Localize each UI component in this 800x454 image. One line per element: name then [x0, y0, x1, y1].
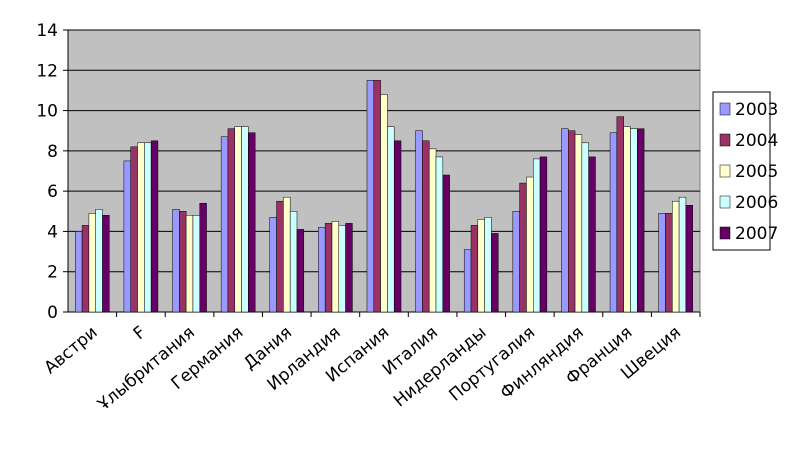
bar: [88, 213, 96, 313]
legend-swatch: [719, 133, 731, 147]
bar: [130, 146, 138, 313]
y-tick-label: 10: [36, 102, 58, 122]
bar: [220, 136, 229, 313]
bar: [477, 219, 485, 313]
legend-swatch: [719, 102, 731, 116]
bar: [75, 231, 83, 313]
bar: [318, 227, 326, 313]
bar: [616, 116, 624, 313]
bar: [588, 156, 596, 313]
bar: [234, 126, 242, 313]
bar: [561, 128, 569, 313]
bar: [539, 156, 548, 313]
bar: [324, 223, 333, 313]
bar: [81, 225, 90, 313]
bar: [241, 126, 249, 313]
bar: [519, 182, 527, 313]
bar: [463, 249, 472, 313]
legend-label: 2006: [735, 193, 778, 213]
y-tick-label: 12: [36, 61, 58, 81]
y-tick-label: 4: [47, 222, 58, 242]
bar: [484, 217, 492, 313]
bar: [289, 211, 298, 313]
bar: [422, 140, 430, 313]
bar: [491, 233, 499, 313]
bar: [199, 202, 207, 313]
bar: [581, 142, 589, 313]
y-tick-label: 2: [47, 263, 58, 283]
bar: [248, 132, 256, 313]
bar: [435, 156, 444, 313]
bar: [172, 209, 180, 313]
bar: [123, 160, 131, 313]
bar: [665, 213, 673, 313]
bar: [296, 229, 305, 313]
bar: [658, 213, 666, 313]
bar: [630, 128, 638, 313]
bar: [387, 126, 395, 313]
bar: [470, 225, 479, 313]
bar: [373, 80, 381, 313]
bar: [685, 204, 693, 313]
x-tick-label: Австри: [41, 323, 102, 379]
bar: [428, 148, 437, 313]
bar: [532, 158, 541, 313]
bar: [442, 174, 450, 313]
bar: [366, 80, 375, 313]
bar: [345, 223, 353, 313]
bar: [568, 130, 576, 313]
bar: [574, 134, 583, 313]
bar: [102, 215, 110, 313]
bar: [276, 200, 284, 313]
bar: [623, 126, 631, 313]
bar: [137, 142, 145, 313]
legend-swatch: [719, 164, 731, 178]
y-tick-label: 8: [47, 142, 58, 162]
bar: [380, 94, 388, 313]
legend-label: 2007: [735, 224, 778, 244]
y-tick-label: 6: [47, 182, 58, 202]
bar: [192, 215, 200, 313]
y-tick-label: 14: [36, 21, 58, 41]
bar: [150, 140, 159, 313]
bar: [338, 225, 346, 313]
bar: [526, 176, 534, 313]
legend-swatch: [719, 226, 731, 240]
bar: [179, 211, 187, 313]
bar: [269, 217, 277, 313]
bar: [415, 130, 423, 313]
bar: [185, 215, 194, 313]
legend-label: 2005: [735, 162, 778, 182]
x-tick-label: F: [130, 323, 150, 345]
legend-label: 2004: [735, 131, 778, 151]
bar: [512, 211, 520, 313]
bar: [672, 200, 680, 313]
bar: [393, 140, 402, 313]
bar: [283, 196, 291, 313]
bar: [95, 209, 103, 313]
bar: [678, 196, 687, 313]
bar: [227, 128, 236, 313]
legend-swatch: [719, 195, 731, 209]
y-tick-label: 0: [47, 303, 58, 323]
bar: [609, 132, 618, 313]
bar: [637, 128, 645, 313]
bar: [144, 142, 152, 313]
bar: [331, 221, 340, 313]
legend-label: 2003: [735, 100, 778, 120]
